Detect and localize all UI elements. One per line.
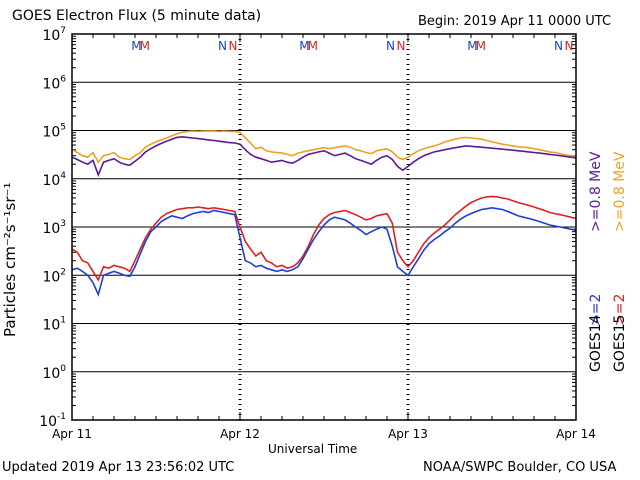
x-axis-label: Universal Time [268,442,358,456]
begin-time: Begin: 2019 Apr 11 0000 UTC [418,14,612,29]
updated-time: Updated 2019 Apr 13 23:56:02 UTC [2,460,235,475]
local-time-marker: M [308,39,318,53]
x-tick-label: Apr 11 [52,427,92,441]
local-time-marker: M [140,39,150,53]
series-line-goes14-2-mev [71,206,577,297]
y-tick-label: 105 [42,123,66,141]
x-tick-label: Apr 12 [220,427,260,441]
chart-title: GOES Electron Flux (5 minute data) [12,8,262,24]
local-time-marker: M [467,39,477,53]
x-tick-label: Apr 14 [556,427,596,441]
series-line-goes15-2-mev [71,195,577,282]
y-tick-label: 102 [42,267,66,285]
y-axis-label: Particles cm⁻²s⁻¹sr⁻¹ [1,182,19,337]
plot-frame [71,33,577,421]
x-tick-label: Apr 13 [388,427,428,441]
local-time-marker: N [386,39,395,53]
y-tick-label: 103 [42,219,66,237]
y-tick-label: 100 [42,364,66,382]
y-tick-label: 10-1 [39,412,66,430]
legend-entry: >=0.8 MeV [612,151,628,232]
local-time-marker: N [554,39,563,53]
local-time-marker: N [218,39,227,53]
series-line-goes15-0-8-mev [71,130,577,164]
legend-entry: GOES15 [612,314,628,372]
local-time-marker: M [299,39,309,53]
legend-entry: GOES14 [588,314,604,372]
local-time-marker: M [476,39,486,53]
local-time-marker: N [565,39,574,53]
y-tick-label: 101 [42,316,66,334]
y-tick-label: 104 [42,171,66,189]
local-time-marker: N [229,39,238,53]
series-line-goes14-0-8-mev [71,135,577,178]
y-tick-label: 106 [42,74,66,92]
local-time-marker: N [397,39,406,53]
local-time-marker: M [131,39,141,53]
credit: NOAA/SWPC Boulder, CO USA [423,460,617,475]
y-tick-label: 107 [42,26,66,44]
legend-entry: >=0.8 MeV [588,151,604,232]
